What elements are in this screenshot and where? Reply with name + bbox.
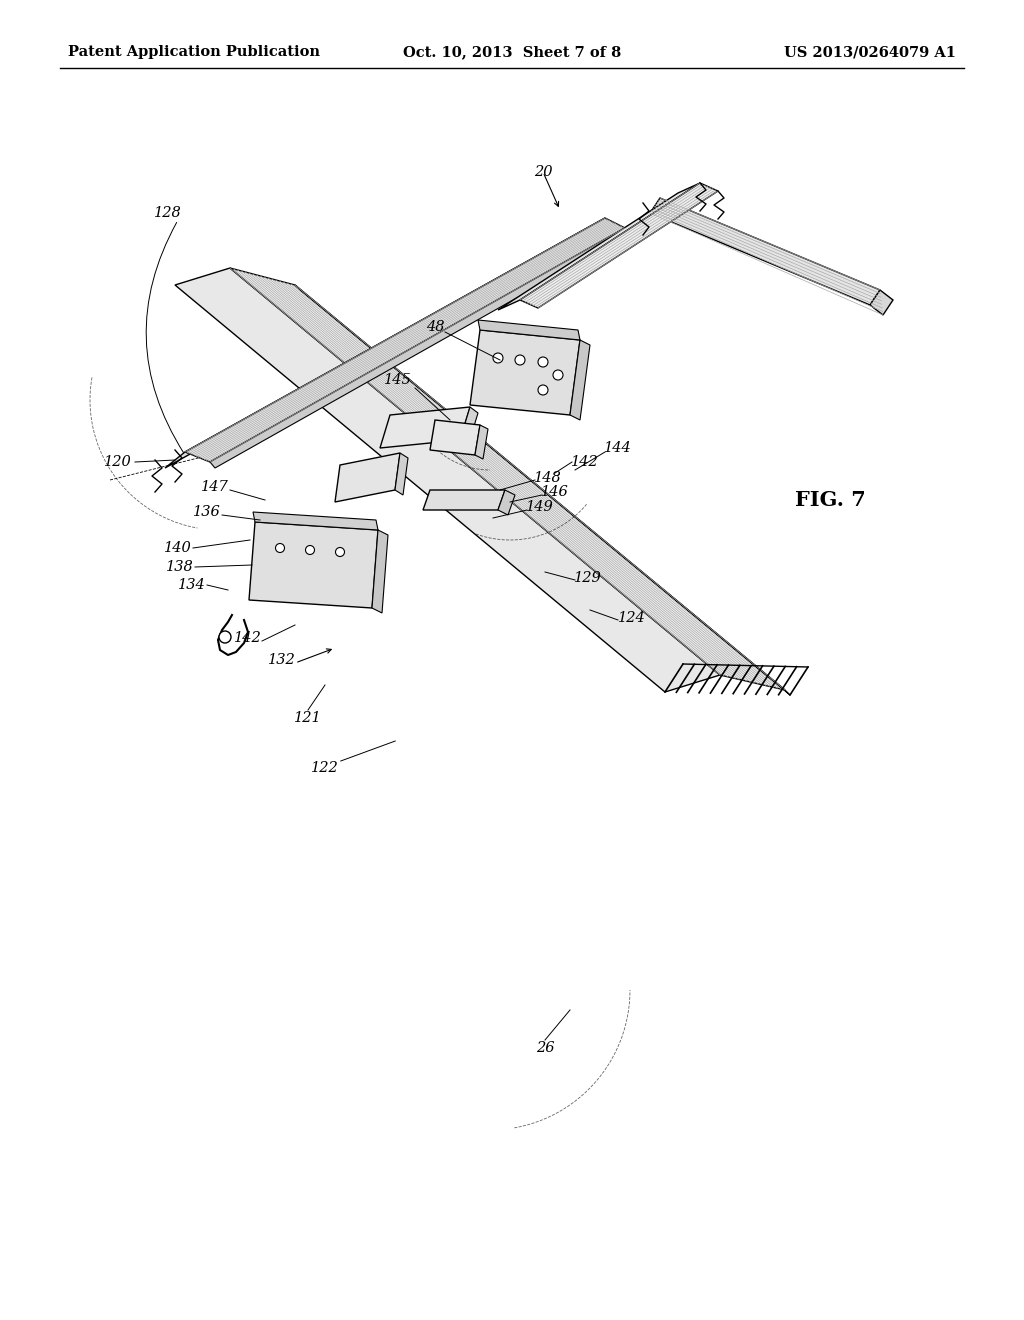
Polygon shape	[380, 407, 470, 447]
Text: 144: 144	[604, 441, 632, 455]
Text: Oct. 10, 2013  Sheet 7 of 8: Oct. 10, 2013 Sheet 7 of 8	[402, 45, 622, 59]
Polygon shape	[210, 228, 630, 469]
Polygon shape	[423, 490, 505, 510]
Polygon shape	[230, 268, 785, 690]
Text: 121: 121	[294, 711, 322, 725]
Text: US 2013/0264079 A1: US 2013/0264079 A1	[784, 45, 956, 59]
Text: 48: 48	[426, 319, 444, 334]
Text: 136: 136	[194, 506, 221, 519]
Circle shape	[305, 545, 314, 554]
Text: 134: 134	[178, 578, 206, 591]
Polygon shape	[498, 490, 515, 515]
Text: 124: 124	[618, 611, 646, 624]
Polygon shape	[249, 521, 378, 609]
Circle shape	[553, 370, 563, 380]
Text: FIG. 7: FIG. 7	[795, 490, 865, 510]
Circle shape	[219, 631, 231, 643]
Text: 128: 128	[155, 206, 182, 220]
Text: 145: 145	[384, 374, 412, 387]
Circle shape	[275, 544, 285, 553]
Circle shape	[336, 548, 344, 557]
Text: 148: 148	[535, 471, 562, 484]
Polygon shape	[372, 531, 388, 612]
Polygon shape	[165, 218, 605, 469]
Text: Patent Application Publication: Patent Application Publication	[68, 45, 319, 59]
Polygon shape	[460, 407, 478, 446]
Text: 140: 140	[164, 541, 191, 554]
Text: 120: 120	[104, 455, 132, 469]
Polygon shape	[470, 330, 580, 414]
Text: 129: 129	[574, 572, 602, 585]
Polygon shape	[870, 290, 893, 315]
Polygon shape	[478, 319, 580, 341]
Polygon shape	[475, 425, 488, 459]
Text: 26: 26	[536, 1041, 554, 1055]
Text: 142: 142	[234, 631, 262, 645]
Polygon shape	[175, 268, 720, 692]
Circle shape	[493, 352, 503, 363]
Polygon shape	[295, 285, 790, 696]
Circle shape	[515, 355, 525, 366]
Polygon shape	[185, 218, 625, 462]
Text: 142: 142	[571, 455, 599, 469]
Text: 20: 20	[534, 165, 552, 180]
Text: 138: 138	[166, 560, 194, 574]
Text: 122: 122	[311, 762, 339, 775]
Text: 149: 149	[526, 500, 554, 513]
Polygon shape	[570, 341, 590, 420]
Text: 132: 132	[268, 653, 296, 667]
Polygon shape	[520, 183, 718, 308]
Text: 147: 147	[201, 480, 229, 494]
Circle shape	[538, 385, 548, 395]
Circle shape	[538, 356, 548, 367]
Polygon shape	[430, 420, 480, 455]
Polygon shape	[395, 453, 408, 495]
Polygon shape	[498, 183, 700, 310]
Polygon shape	[335, 453, 400, 502]
Polygon shape	[650, 198, 880, 305]
Polygon shape	[253, 512, 378, 531]
Text: 146: 146	[541, 484, 569, 499]
